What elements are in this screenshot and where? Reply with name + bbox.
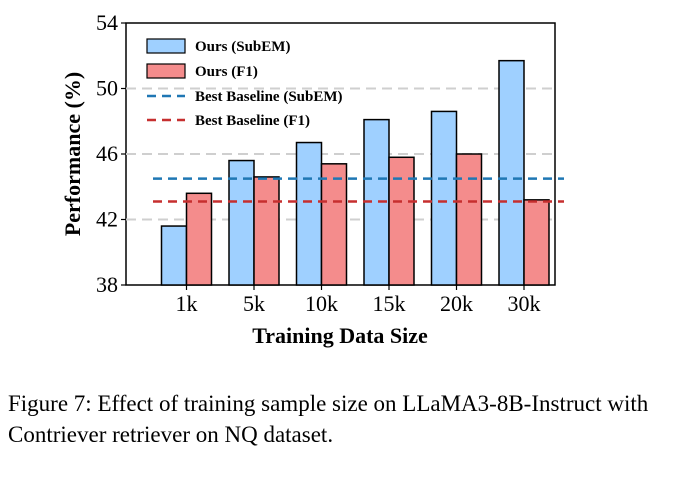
- y-tick-label: 54: [96, 10, 118, 35]
- y-tick-label: 38: [96, 272, 118, 297]
- y-tick-label: 50: [96, 76, 118, 101]
- figure-caption: Figure 7: Effect of training sample size…: [8, 391, 649, 447]
- legend-label: Ours (SubEM): [195, 39, 290, 55]
- bar-subem-1k: [160, 225, 188, 286]
- legend-label: Ours (F1): [195, 64, 258, 80]
- y-tick-label: 46: [96, 141, 118, 166]
- y-axis-label: Performance (%): [60, 72, 85, 236]
- bars: [160, 59, 550, 286]
- bar-f1-20k: [455, 153, 483, 286]
- x-tick-label: 10k: [305, 291, 338, 316]
- legend: Ours (SubEM) Ours (F1) Best Baseline (SubE…: [146, 38, 343, 129]
- bar-chart: 38 42 46 50 54 1k 5k 10k 15k 20k 30k Training Dat…: [60, 10, 564, 348]
- x-tick-label: 20k: [440, 291, 473, 316]
- bar-f1-15k: [388, 156, 415, 286]
- bar-f1-10k: [320, 163, 348, 286]
- legend-swatch-subem: [146, 38, 186, 54]
- x-tick-label: 30k: [508, 291, 541, 316]
- bar-subem-20k: [430, 110, 458, 286]
- bar-f1-30k: [523, 199, 550, 286]
- bar-subem-10k: [295, 141, 323, 286]
- x-axis: 1k 5k 10k 15k 20k 30k: [176, 285, 541, 316]
- y-tick-label: 42: [96, 207, 118, 232]
- legend-swatch-f1: [146, 63, 186, 79]
- legend-label: Best Baseline (SubEM): [195, 89, 343, 105]
- x-tick-label: 1k: [176, 291, 198, 316]
- bar-subem-30k: [498, 59, 525, 286]
- bar-f1-5k: [253, 176, 280, 286]
- x-tick-label: 5k: [243, 291, 265, 316]
- legend-label: Best Baseline (F1): [195, 113, 310, 129]
- y-axis: 38 42 46 50 54: [96, 10, 126, 297]
- bar-f1-1k: [185, 192, 213, 286]
- baselines: [153, 177, 564, 203]
- x-axis-label: Training Data Size: [252, 323, 428, 348]
- x-tick-label: 15k: [373, 291, 406, 316]
